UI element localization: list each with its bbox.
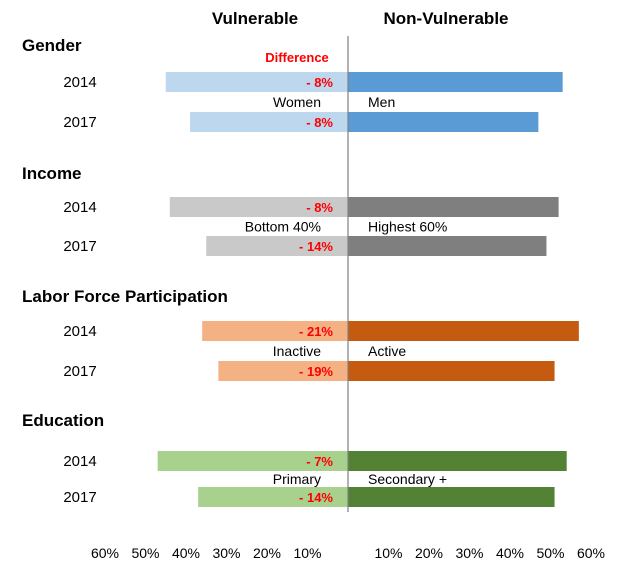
year-label: 2014: [63, 323, 96, 340]
x-tick-right: 30%: [455, 545, 483, 561]
x-tick-right: 20%: [415, 545, 443, 561]
x-tick-left: 60%: [91, 545, 119, 561]
bar-non-vulnerable: [348, 321, 579, 341]
group-title: Education: [22, 411, 104, 430]
difference-title: Difference: [265, 50, 329, 65]
bar-non-vulnerable: [348, 236, 547, 256]
x-tick-right: 50%: [536, 545, 564, 561]
bar-non-vulnerable: [348, 112, 539, 132]
left-category-label: Inactive: [273, 343, 321, 359]
year-label: 2014: [63, 74, 96, 91]
difference-label: - 21%: [299, 324, 333, 339]
x-tick-right: 40%: [496, 545, 524, 561]
group-title: Gender: [22, 36, 82, 55]
difference-label: - 19%: [299, 364, 333, 379]
right-category-label: Men: [368, 94, 395, 110]
difference-label: - 14%: [299, 239, 333, 254]
right-category-label: Secondary +: [368, 471, 447, 487]
left-category-label: Bottom 40%: [245, 219, 321, 235]
year-label: 2017: [63, 238, 96, 255]
difference-label: - 7%: [306, 454, 333, 469]
header-non-vulnerable: Non-Vulnerable: [384, 9, 509, 28]
group-title: Income: [22, 164, 82, 183]
bar-vulnerable: [190, 112, 348, 132]
bar-non-vulnerable: [348, 361, 555, 381]
difference-label: - 14%: [299, 490, 333, 505]
x-tick-left: 40%: [172, 545, 200, 561]
bar-vulnerable: [157, 451, 348, 471]
x-tick-left: 50%: [131, 545, 159, 561]
bar-non-vulnerable: [348, 72, 563, 92]
x-tick-left: 30%: [212, 545, 240, 561]
bar-non-vulnerable: [348, 487, 555, 507]
bar-vulnerable: [218, 361, 348, 381]
year-label: 2017: [63, 363, 96, 380]
left-category-label: Women: [273, 94, 321, 110]
x-tick-right: 10%: [374, 545, 402, 561]
year-label: 2014: [63, 453, 96, 470]
bar-vulnerable: [206, 236, 348, 256]
bar-non-vulnerable: [348, 197, 559, 217]
bar-vulnerable: [165, 72, 348, 92]
year-label: 2017: [63, 114, 96, 131]
difference-label: - 8%: [306, 115, 333, 130]
x-tick-right: 60%: [577, 545, 605, 561]
group-title: Labor Force Participation: [22, 287, 228, 306]
difference-label: - 8%: [306, 200, 333, 215]
x-tick-left: 20%: [253, 545, 281, 561]
header-vulnerable: Vulnerable: [212, 9, 298, 28]
year-label: 2017: [63, 489, 96, 506]
x-tick-left: 10%: [293, 545, 321, 561]
bar-vulnerable: [169, 197, 348, 217]
bar-vulnerable: [198, 487, 348, 507]
bar-vulnerable: [202, 321, 348, 341]
right-category-label: Highest 60%: [368, 219, 447, 235]
year-label: 2014: [63, 199, 96, 216]
right-category-label: Active: [368, 343, 406, 359]
left-category-label: Primary: [273, 471, 321, 487]
difference-label: - 8%: [306, 75, 333, 90]
bar-non-vulnerable: [348, 451, 567, 471]
